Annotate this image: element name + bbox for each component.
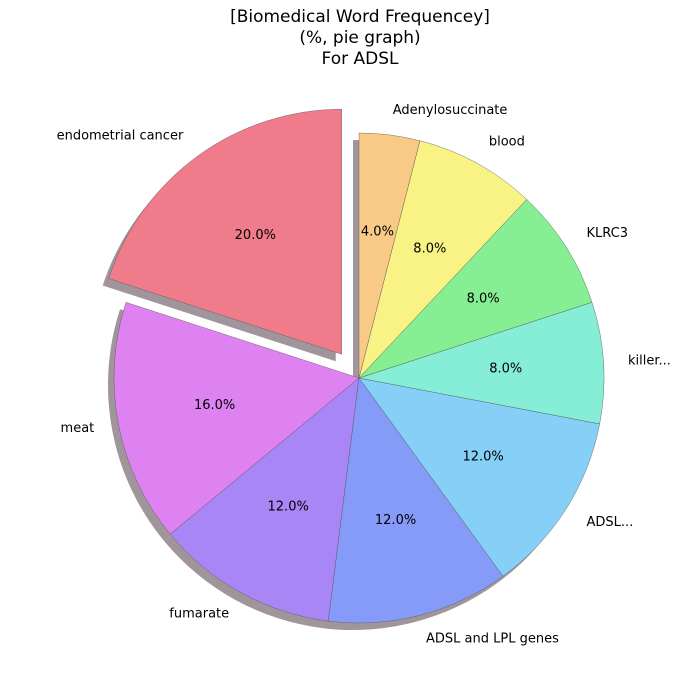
pie-slice-adsl-and-lpl-genes (328, 377, 504, 624)
pie-slice-blood (358, 140, 527, 379)
slice-label-meat: meat (61, 421, 95, 436)
slice-label-adsl: ADSL... (587, 515, 634, 530)
chart-title: [Biomedical Word Frequencey] (%, pie gra… (230, 7, 490, 69)
pie-slice-adenylosuccinate (358, 132, 421, 379)
pie-slice-endometrial-cancer (108, 109, 342, 355)
pie-slice-killer (358, 302, 605, 425)
slice-label-blood: blood (489, 134, 525, 149)
slice-percent-meat: 16.0% (194, 398, 235, 413)
slice-label-klrc3: KLRC3 (587, 226, 629, 241)
slice-percent-killer: 8.0% (489, 361, 522, 376)
slice-percent-blood: 8.0% (413, 242, 446, 257)
pie-slice-layer (108, 109, 605, 624)
pie-slice-meat (113, 302, 360, 535)
chart-title-line-1: [Biomedical Word Frequencey] (230, 7, 490, 27)
slice-label-adsl-and-lpl-genes: ADSL and LPL genes (426, 632, 559, 647)
slice-label-killer: killer... (628, 354, 671, 369)
slice-label-endometrial-cancer: endometrial cancer (57, 129, 184, 144)
slice-percent-endometrial-cancer: 20.0% (235, 228, 276, 243)
slice-label-adenylosuccinate: Adenylosuccinate (393, 103, 508, 118)
slice-percent-adsl-and-lpl-genes: 12.0% (375, 513, 416, 528)
chart-title-line-3: For ADSL (322, 49, 399, 69)
pie-label-layer: endometrial cancer 20.0% meat 16.0% fumarate… (57, 103, 671, 646)
slice-percent-fumarate: 12.0% (268, 499, 309, 514)
pie-slice-fumarate (169, 377, 360, 622)
pie-slice-klrc3 (358, 199, 593, 379)
pie-slice-adsl (358, 377, 600, 577)
slice-percent-adenylosuccinate: 4.0% (361, 225, 394, 240)
slice-percent-klrc3: 8.0% (467, 292, 500, 307)
slice-percent-adsl: 12.0% (462, 449, 503, 464)
slice-label-fumarate: fumarate (169, 607, 229, 622)
chart-title-line-2: (%, pie graph) (299, 28, 420, 48)
